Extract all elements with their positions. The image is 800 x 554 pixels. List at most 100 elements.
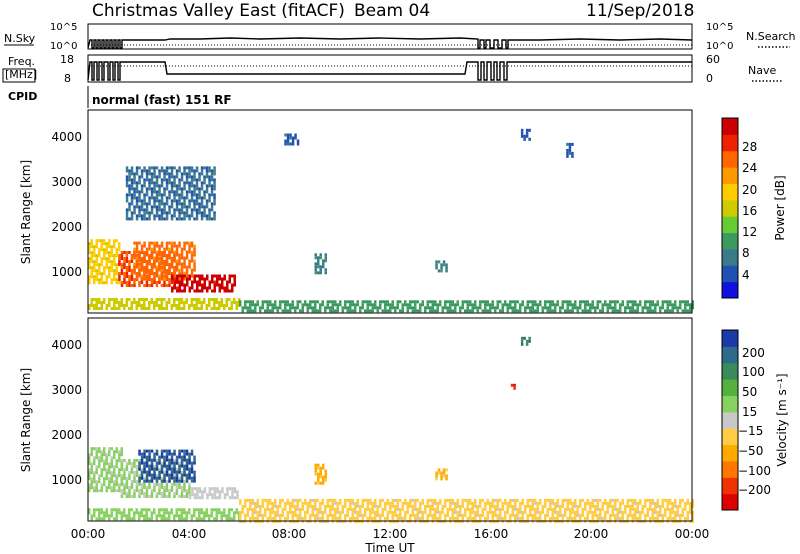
velocity-cell (466, 504, 469, 508)
power-cell (254, 303, 257, 307)
velocity-cell (148, 458, 151, 462)
velocity-cell (118, 471, 121, 475)
power-cell (173, 196, 176, 200)
velocity-cell (481, 507, 484, 511)
velocity-cell (188, 476, 191, 480)
velocity-cell (158, 461, 161, 465)
power-cell (181, 280, 184, 284)
power-cell (419, 309, 422, 313)
power-cell (158, 268, 161, 272)
velocity-cell (559, 507, 562, 511)
power-cell (183, 262, 186, 266)
power-cell (138, 205, 141, 209)
velocity-cell (499, 513, 502, 517)
velocity-cell (289, 510, 292, 514)
power-cell (319, 256, 322, 260)
power-cell (186, 283, 189, 287)
velocity-cell (215, 514, 218, 518)
velocity-cell (624, 507, 627, 511)
power-cell (381, 309, 384, 313)
velocity-cell (611, 513, 614, 517)
power-cell (200, 214, 204, 218)
velocity-cell (571, 501, 574, 505)
power-cell (113, 245, 116, 249)
power-cell (371, 306, 374, 310)
power-cell (183, 244, 186, 248)
power-cell (203, 175, 206, 179)
power-cell (123, 251, 126, 254)
power-cell (95, 242, 98, 246)
power-cell (634, 309, 637, 313)
power-cell (200, 205, 204, 209)
velocity-cell (180, 476, 184, 480)
power-cell (183, 274, 186, 278)
power-cell (481, 309, 484, 313)
power-cell (514, 306, 517, 310)
power-cell (165, 244, 169, 248)
velocity-cell (689, 504, 692, 508)
velocity-cell (409, 516, 412, 520)
power-cell (120, 254, 124, 257)
power-cell (525, 128, 529, 132)
velocity-cell (356, 516, 359, 520)
velocity-cell (105, 477, 108, 481)
power-cell (644, 303, 647, 307)
power-cell (100, 301, 103, 304)
power-cell (198, 301, 201, 304)
velocity-cell (366, 516, 369, 520)
velocity-cell (521, 510, 524, 514)
power-cell (684, 309, 687, 313)
power-cell (90, 254, 93, 258)
velocity-cell (466, 507, 469, 511)
power-cell (88, 275, 91, 279)
velocity-cell (314, 507, 317, 511)
power-cell (324, 271, 327, 275)
power-cell (190, 274, 194, 278)
velocity-cell (241, 504, 244, 508)
power-cell (346, 300, 349, 304)
power-cell (145, 250, 149, 254)
velocity-cell (93, 447, 96, 451)
power-cell (336, 306, 339, 310)
power-cell (138, 250, 141, 254)
velocity-cell (384, 507, 387, 511)
velocity-cell (691, 504, 694, 508)
velocity-cell (153, 458, 156, 462)
velocity-cell (614, 516, 617, 520)
velocity-cell (569, 516, 572, 520)
power-cell (659, 306, 662, 310)
power-cell (163, 175, 166, 179)
velocity-cell (271, 504, 274, 508)
velocity-cell (469, 513, 472, 517)
power-cell (571, 303, 574, 307)
power-cell (168, 265, 171, 269)
velocity-cell (304, 498, 307, 502)
power-cell (611, 306, 614, 310)
power-cell (155, 250, 159, 254)
power-cell (190, 199, 194, 203)
power-cell (165, 211, 169, 215)
power-cell (596, 306, 599, 310)
power-cell (511, 309, 514, 313)
velocity-cell (479, 513, 482, 517)
power-cell (125, 199, 129, 203)
power-cell (251, 303, 254, 307)
power-cell (188, 241, 191, 245)
power-cell (511, 306, 514, 310)
power-cell (135, 172, 139, 176)
power-cell (105, 307, 108, 310)
power-cell (168, 190, 171, 194)
velocity-cell (103, 447, 106, 451)
power-cell (173, 256, 176, 260)
velocity-cell (108, 486, 111, 490)
power-cell (531, 309, 534, 313)
power-cell (158, 217, 161, 221)
power-cell (419, 303, 422, 307)
velocity-cell (544, 501, 547, 505)
power-cell (494, 306, 497, 310)
velocity-cell (451, 498, 454, 502)
nsearch-tick-top: 10^5 (706, 22, 733, 33)
power-cell (185, 274, 189, 278)
velocity-cell (599, 507, 602, 511)
velocity-cell (198, 487, 202, 491)
